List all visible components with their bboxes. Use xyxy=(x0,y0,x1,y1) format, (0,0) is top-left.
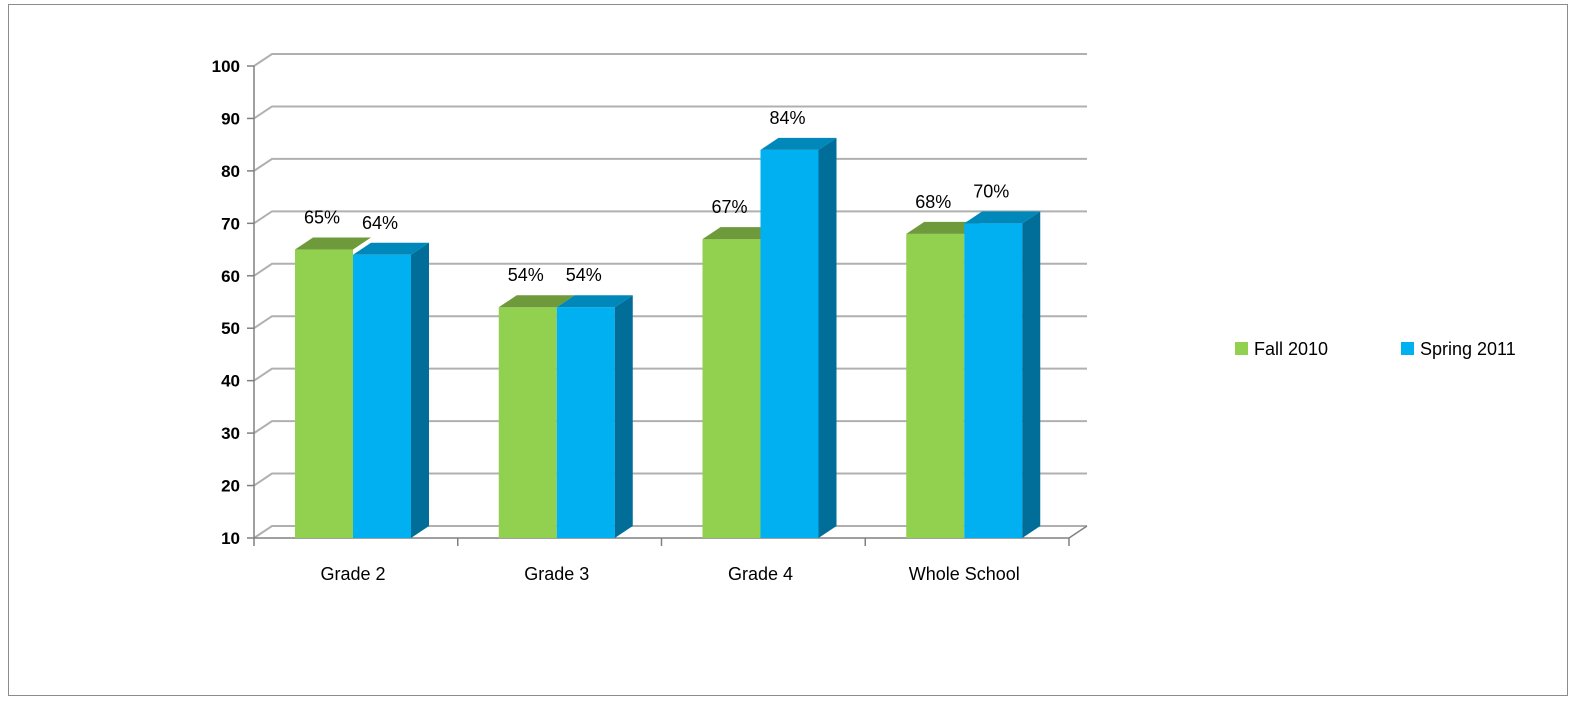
x-category-label: Whole School xyxy=(909,564,1020,584)
gridline xyxy=(253,105,1087,120)
bars xyxy=(295,137,1041,539)
data-label: 54% xyxy=(566,265,602,285)
legend-label: Spring 2011 xyxy=(1420,339,1516,359)
chart-frame: 10 20 30 40 50 60 70 80 90 100 Grade 2 65% 64% Grade … xyxy=(8,4,1568,696)
y-tick-label: 80 xyxy=(221,162,240,181)
bar-top xyxy=(295,237,371,250)
y-tick-label: 20 xyxy=(221,477,240,496)
bar-side xyxy=(614,295,633,538)
bar-front xyxy=(964,223,1023,539)
y-tick-label: 10 xyxy=(221,529,240,548)
legend: Fall 2010 Spring 2011 xyxy=(1235,339,1516,359)
y-tick-label: 50 xyxy=(221,319,240,338)
bar-top xyxy=(760,137,837,150)
x-category-label: Grade 2 xyxy=(320,564,385,584)
bar-side xyxy=(1022,211,1041,539)
data-label: 54% xyxy=(508,265,544,285)
bar-top xyxy=(353,242,429,255)
bar-chart: 10 20 30 40 50 60 70 80 90 100 Grade 2 65% 64% Grade … xyxy=(212,53,1516,584)
bar-front xyxy=(702,239,761,539)
y-tick-label: 70 xyxy=(221,214,240,233)
data-label: 84% xyxy=(769,108,805,128)
data-label: 70% xyxy=(973,181,1009,201)
y-tick-label: 60 xyxy=(221,267,240,286)
bar-front xyxy=(353,254,411,539)
x-category-label: Grade 3 xyxy=(524,564,589,584)
data-label: 68% xyxy=(915,192,951,212)
bar-front xyxy=(906,233,965,539)
bar-top xyxy=(964,211,1041,224)
bar-top xyxy=(906,221,983,234)
y-tick-label: 40 xyxy=(221,372,240,391)
bar-front xyxy=(760,149,819,538)
data-label: 65% xyxy=(304,208,340,228)
y-tick-label: 30 xyxy=(221,424,240,443)
data-label: 67% xyxy=(711,197,747,217)
bar-front xyxy=(556,307,615,538)
bar-side xyxy=(818,137,837,538)
gridline xyxy=(253,157,1087,172)
legend-swatch xyxy=(1401,342,1414,355)
bar-front xyxy=(498,307,557,538)
y-tick-label: 100 xyxy=(212,57,240,76)
x-category-label: Grade 4 xyxy=(728,564,793,584)
gridline xyxy=(253,53,1087,67)
bar-top xyxy=(556,295,633,308)
bar-top xyxy=(702,227,779,240)
legend-swatch xyxy=(1235,342,1248,355)
bar-front xyxy=(295,249,353,539)
gridlines xyxy=(253,53,1087,539)
bar-side xyxy=(411,242,429,539)
data-label: 64% xyxy=(362,213,398,233)
y-tick-label: 90 xyxy=(221,109,240,128)
labels: 10 20 30 40 50 60 70 80 90 100 Grade 2 65% 64% Grade … xyxy=(212,57,1020,584)
bar-top xyxy=(498,295,575,308)
legend-label: Fall 2010 xyxy=(1254,339,1328,359)
